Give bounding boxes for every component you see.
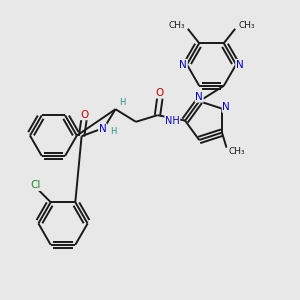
Text: NH: NH	[165, 116, 180, 126]
Text: N: N	[195, 92, 203, 102]
Text: CH₃: CH₃	[168, 21, 185, 30]
Text: CH₃: CH₃	[228, 147, 244, 156]
Text: N: N	[179, 59, 187, 70]
Text: O: O	[80, 110, 88, 120]
Text: H: H	[110, 128, 116, 136]
Text: N: N	[99, 124, 106, 134]
Text: N: N	[222, 102, 230, 112]
Text: N: N	[236, 59, 244, 70]
Text: O: O	[156, 88, 164, 98]
Text: CH₃: CH₃	[238, 21, 255, 30]
Text: H: H	[119, 98, 125, 107]
Text: Cl: Cl	[31, 180, 41, 190]
